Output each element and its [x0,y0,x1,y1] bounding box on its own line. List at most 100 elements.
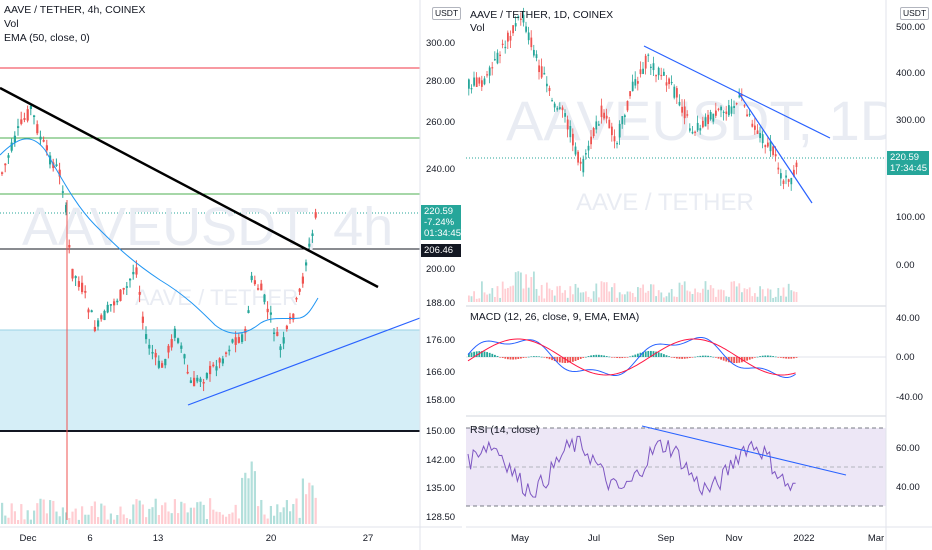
volume-bar [735,286,738,302]
candle-body [141,316,144,323]
candle-body [122,288,125,290]
candle-body [691,131,694,134]
candle-body [517,16,520,19]
macd-hist-bar [481,351,483,357]
candle-body [1,172,4,174]
macd-hist-bar [543,357,546,358]
volume-bar [478,298,481,302]
macd-hist-bar [670,357,673,358]
macd-label[interactable]: MACD (12, 26, close, 9, EMA, EMA) [470,311,640,323]
volume-bar [699,292,702,302]
candle-body [161,363,164,368]
volume-bar [525,274,527,302]
volume-bar [777,288,780,302]
macd-hist-bar [767,355,769,357]
candle-body [644,55,647,69]
left-candles [1,104,317,392]
macd-hist-bar [488,352,491,357]
volume-bar [84,514,87,524]
chart-separator [462,0,466,550]
macd-hist-bar [559,357,561,363]
right-symbol-line[interactable]: AAVE / TETHER, 1D, COINEX [470,9,614,21]
volume-bar [709,285,712,302]
macd-hist-bar [709,356,712,357]
macd-hist-bar [600,355,603,357]
left-price-tick: 300.00 [426,38,455,49]
volume-bar [13,511,16,524]
macd-hist-bar [535,356,538,357]
right-volume-bars [468,271,798,302]
right-volume-label[interactable]: Vol [470,22,485,34]
right-descending-trendline-2[interactable] [737,91,813,204]
volume-bar [122,514,125,524]
left-price-axis-bg[interactable] [420,0,462,550]
left-volume-label[interactable]: Vol [4,18,19,30]
left-ema-label[interactable]: EMA (50, close, 0) [4,32,90,44]
right-chart-canvas[interactable]: AAVEUSDT, 1D AAVE / TETHER [466,0,932,550]
candle-body [247,310,250,314]
left-unit-badge[interactable]: USDT [432,7,462,20]
volume-bar [486,294,488,302]
candle-body [774,154,777,157]
macd-hist-bar [722,357,725,361]
left-chart-canvas[interactable]: AAVEUSDT, 4h AAVE / TETHER 300.00 280.00 2… [0,0,462,550]
rsi-trendline[interactable] [641,425,847,476]
right-chart-panel[interactable]: AAVEUSDT, 1D AAVE / TETHER [466,0,932,550]
candle-body [228,349,231,352]
macd-hist-bar [504,357,507,359]
candle-body [77,281,80,287]
volume-bar [257,506,260,524]
right-unit-badge[interactable]: USDT [900,7,930,20]
macd-hist-bar [522,357,525,358]
volume-bar [26,510,29,524]
right-price-axis-bg[interactable] [886,0,932,550]
volume-bar [228,513,231,524]
volume-bar [670,288,673,302]
candle-body [728,105,730,116]
macd-hist-bar [509,357,512,360]
macd-hist-bar [525,357,527,358]
volume-bar [103,505,106,524]
volume-bar [177,513,180,524]
candle-body [520,18,522,20]
left-symbol-line[interactable]: AAVE / TETHER, 4h, COINEX [4,4,146,16]
volume-bar [170,513,173,524]
volume-bar [730,281,733,302]
right-price-axis-ticks: 500.00 400.00 300.00 100.00 0.00 [896,22,925,271]
candle-body [566,119,569,130]
candle-body [642,68,644,74]
volume-bar [637,287,639,302]
macd-hist-bar [782,357,785,359]
candle-body [738,95,741,98]
volume-bar [215,511,218,524]
black-descending-trendline[interactable] [0,86,379,289]
candle-body [65,205,68,213]
left-chart-panel[interactable]: AAVEUSDT, 4h AAVE / TETHER 300.00 280.00 2… [0,0,462,550]
candle-body [564,113,566,117]
candle-body [157,360,160,368]
volume-bar [58,516,61,524]
macd-hist-bar [751,357,754,359]
candle-body [298,288,301,292]
volume-bar [634,296,637,302]
volume-bar [61,507,64,524]
right-descending-trendline-1[interactable] [643,45,831,139]
volume-bar [600,281,603,302]
macd-hist-bar [551,357,553,361]
volume-bar [722,290,725,302]
candle-body [305,262,308,266]
volume-bar [221,514,224,524]
volume-bar [728,296,730,302]
candle-body [717,108,720,110]
candle-body [743,105,746,107]
volume-bar [253,471,256,524]
candle-body [795,162,798,168]
candle-body [253,280,256,285]
blue-ascending-trendline[interactable] [187,317,421,406]
rsi-label[interactable]: RSI (14, close) [470,424,540,436]
macd-hist-bar [624,357,626,358]
volume-bar [551,290,553,302]
candle-body [590,136,592,145]
left-price-tick: 150.00 [426,426,455,437]
left-price-tick: 200.00 [426,264,455,275]
